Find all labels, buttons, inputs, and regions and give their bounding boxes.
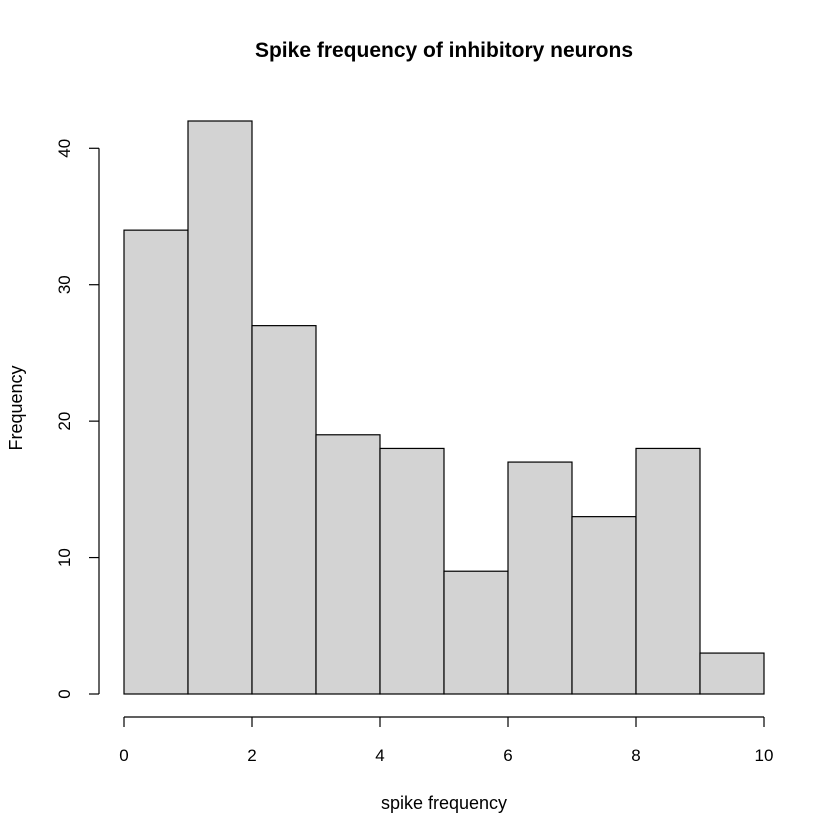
x-axis-label: spike frequency [381,793,507,813]
x-tick-label-3: 6 [503,746,512,765]
x-tick-label-5: 10 [755,746,774,765]
histogram-bar-7 [571,516,637,695]
histogram-bar-2 [251,325,317,695]
chart-title: Spike frequency of inhibitory neurons [255,39,633,62]
histogram-bar-8 [635,447,701,695]
histogram-bar-9 [699,652,765,695]
histogram-bar-4 [379,447,445,695]
histogram-bar-6 [507,461,573,695]
y-tick-label-4: 40 [55,139,74,158]
histogram-bar-0 [123,229,189,695]
x-tick-label-0: 0 [119,746,128,765]
y-axis: 0 10 20 30 40 [55,139,100,699]
x-tick-label-1: 2 [247,746,256,765]
x-tick-label-4: 8 [631,746,640,765]
bars-group [123,120,765,695]
y-tick-label-2: 20 [55,412,74,431]
y-tick-label-0: 0 [55,689,74,698]
histogram-bar-5 [443,570,509,695]
y-axis-label: Frequency [6,365,26,450]
x-tick-label-2: 4 [375,746,384,765]
y-tick-label-1: 10 [55,548,74,567]
histogram-bar-3 [315,434,381,695]
x-axis: 0 2 4 6 8 10 [119,716,774,765]
histogram-bar-1 [187,120,253,695]
y-tick-label-3: 30 [55,275,74,294]
